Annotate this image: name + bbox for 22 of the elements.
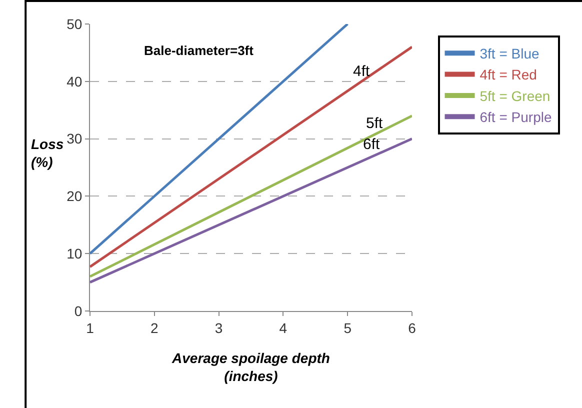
legend-label: 5ft = Green: [480, 88, 550, 104]
x-tick-label: 6: [408, 320, 416, 336]
y-tick-label: 10: [66, 246, 82, 262]
annotation: 5ft: [366, 115, 384, 132]
x-tick-label: 3: [214, 320, 223, 336]
y-tick-label: 20: [66, 188, 82, 204]
x-tick-label: 1: [86, 320, 94, 336]
annotation: 6ft: [363, 136, 381, 153]
annotation: Bale-diameter=3ft: [144, 43, 254, 58]
x-tick-label: 5: [344, 320, 352, 336]
legend-label: 4ft = Red: [480, 66, 537, 83]
x-tick-label: 2: [150, 320, 158, 336]
y-axis-title: Loss (%): [31, 136, 64, 170]
x-axis-title: Average spoilage depth (inches): [171, 350, 330, 384]
annotation: 4ft: [353, 63, 371, 80]
legend-label: 6ft = Purple: [480, 109, 552, 126]
y-tick-label: 50: [66, 16, 82, 32]
x-tick-label: 4: [279, 320, 288, 336]
y-tick-label: 40: [66, 73, 82, 90]
y-tick-label: 0: [74, 302, 82, 319]
legend-label: 3ft = Blue: [480, 46, 540, 62]
y-tick-label: 30: [66, 130, 82, 147]
